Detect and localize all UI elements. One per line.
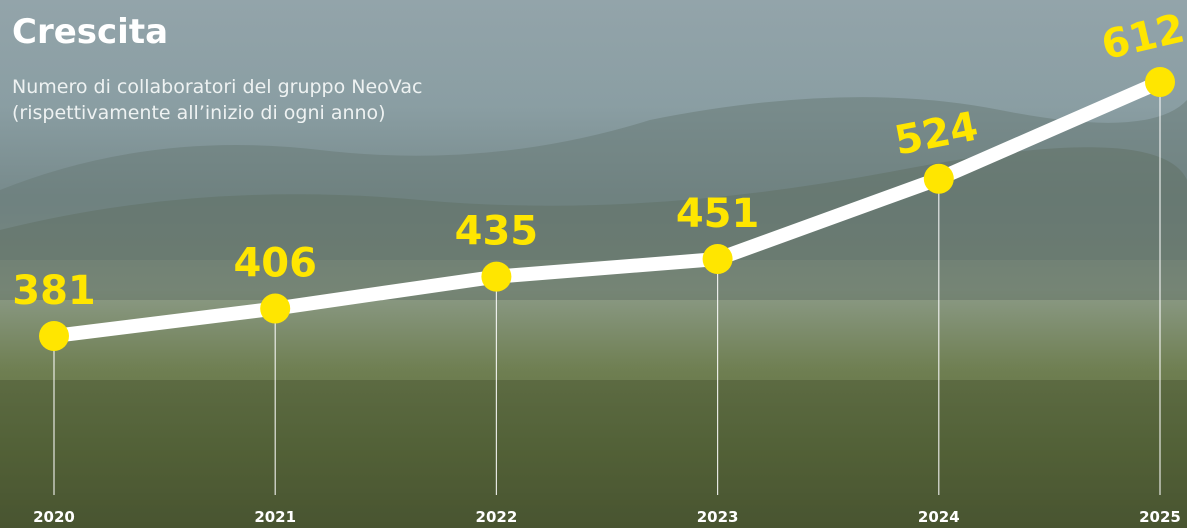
data-label: 435 (455, 209, 539, 255)
data-label: 406 (233, 241, 317, 287)
x-tick-label: 2020 (33, 508, 75, 526)
data-point (260, 294, 290, 324)
data-label: 451 (676, 191, 760, 237)
x-tick-label: 2022 (476, 508, 518, 526)
data-point (703, 244, 733, 274)
chart-subtitle: Numero di collaboratori del gruppo NeoVa… (12, 74, 522, 126)
x-tick-label: 2025 (1139, 508, 1181, 526)
data-label: 381 (12, 268, 96, 314)
background-field (0, 380, 1187, 528)
x-tick-label: 2021 (254, 508, 296, 526)
data-point (481, 262, 511, 292)
data-label: 612 (1097, 6, 1187, 70)
chart-container: 2020202120222023202420253814064354515246… (0, 0, 1187, 528)
x-tick-label: 2023 (697, 508, 739, 526)
data-point (1145, 67, 1175, 97)
x-tick-label: 2024 (918, 508, 960, 526)
chart-title: Crescita (12, 12, 168, 52)
data-point (39, 321, 69, 351)
data-point (924, 164, 954, 194)
